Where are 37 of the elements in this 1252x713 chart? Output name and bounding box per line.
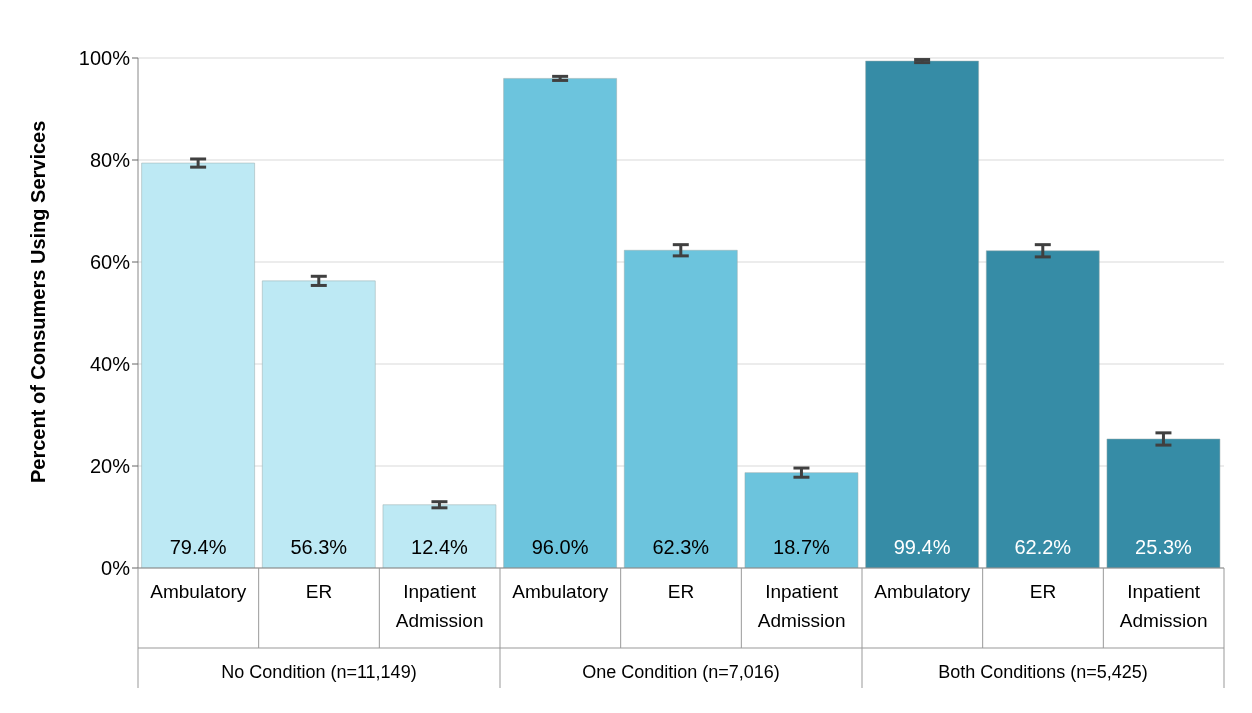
bar bbox=[624, 250, 738, 568]
x-tick-label: Ambulatory bbox=[512, 581, 609, 602]
y-tick-label: 80% bbox=[89, 149, 131, 172]
y-tick-label: 60% bbox=[89, 251, 131, 274]
data-label: 96.0% bbox=[531, 536, 589, 558]
x-tick-label: ER bbox=[1029, 581, 1057, 602]
data-label: 25.3% bbox=[1135, 536, 1193, 558]
y-tick-label: 40% bbox=[89, 353, 131, 376]
data-label: 12.4% bbox=[411, 536, 469, 558]
y-tick-label: 20% bbox=[89, 455, 131, 478]
y-tick-label: 100% bbox=[78, 47, 131, 70]
bar bbox=[744, 472, 859, 568]
data-label: 18.7% bbox=[773, 536, 831, 558]
data-label: 56.3% bbox=[290, 536, 348, 558]
x-tick-label: Inpatient Admission bbox=[395, 581, 484, 631]
x-tick-label: ER bbox=[305, 581, 333, 602]
bar bbox=[1106, 438, 1221, 568]
text: No Condition (n=11,149) bbox=[221, 662, 417, 682]
x-tick-label: Inpatient Admission bbox=[1119, 581, 1208, 631]
text: One Condition (n=7,016) bbox=[582, 662, 780, 682]
x-tick-label: Ambulatory bbox=[150, 581, 247, 602]
y-axis-title: Percent of Consumers Using Services bbox=[27, 120, 50, 483]
bar bbox=[382, 504, 497, 568]
data-label: 99.4% bbox=[893, 536, 951, 558]
x-tick-label: ER bbox=[667, 581, 695, 602]
x-tick-label: Ambulatory bbox=[874, 581, 971, 602]
data-label: 62.3% bbox=[652, 536, 710, 558]
bar bbox=[503, 78, 617, 568]
text: Both Conditions (n=5,425) bbox=[938, 662, 1148, 682]
bar bbox=[262, 280, 376, 568]
bar bbox=[141, 162, 255, 568]
y-tick-label: 0% bbox=[101, 557, 131, 580]
bar bbox=[865, 60, 979, 568]
data-label: 62.2% bbox=[1014, 536, 1072, 558]
x-tick-label: Inpatient Admission bbox=[757, 581, 846, 631]
data-label: 79.4% bbox=[169, 536, 227, 558]
bar bbox=[986, 250, 1100, 568]
